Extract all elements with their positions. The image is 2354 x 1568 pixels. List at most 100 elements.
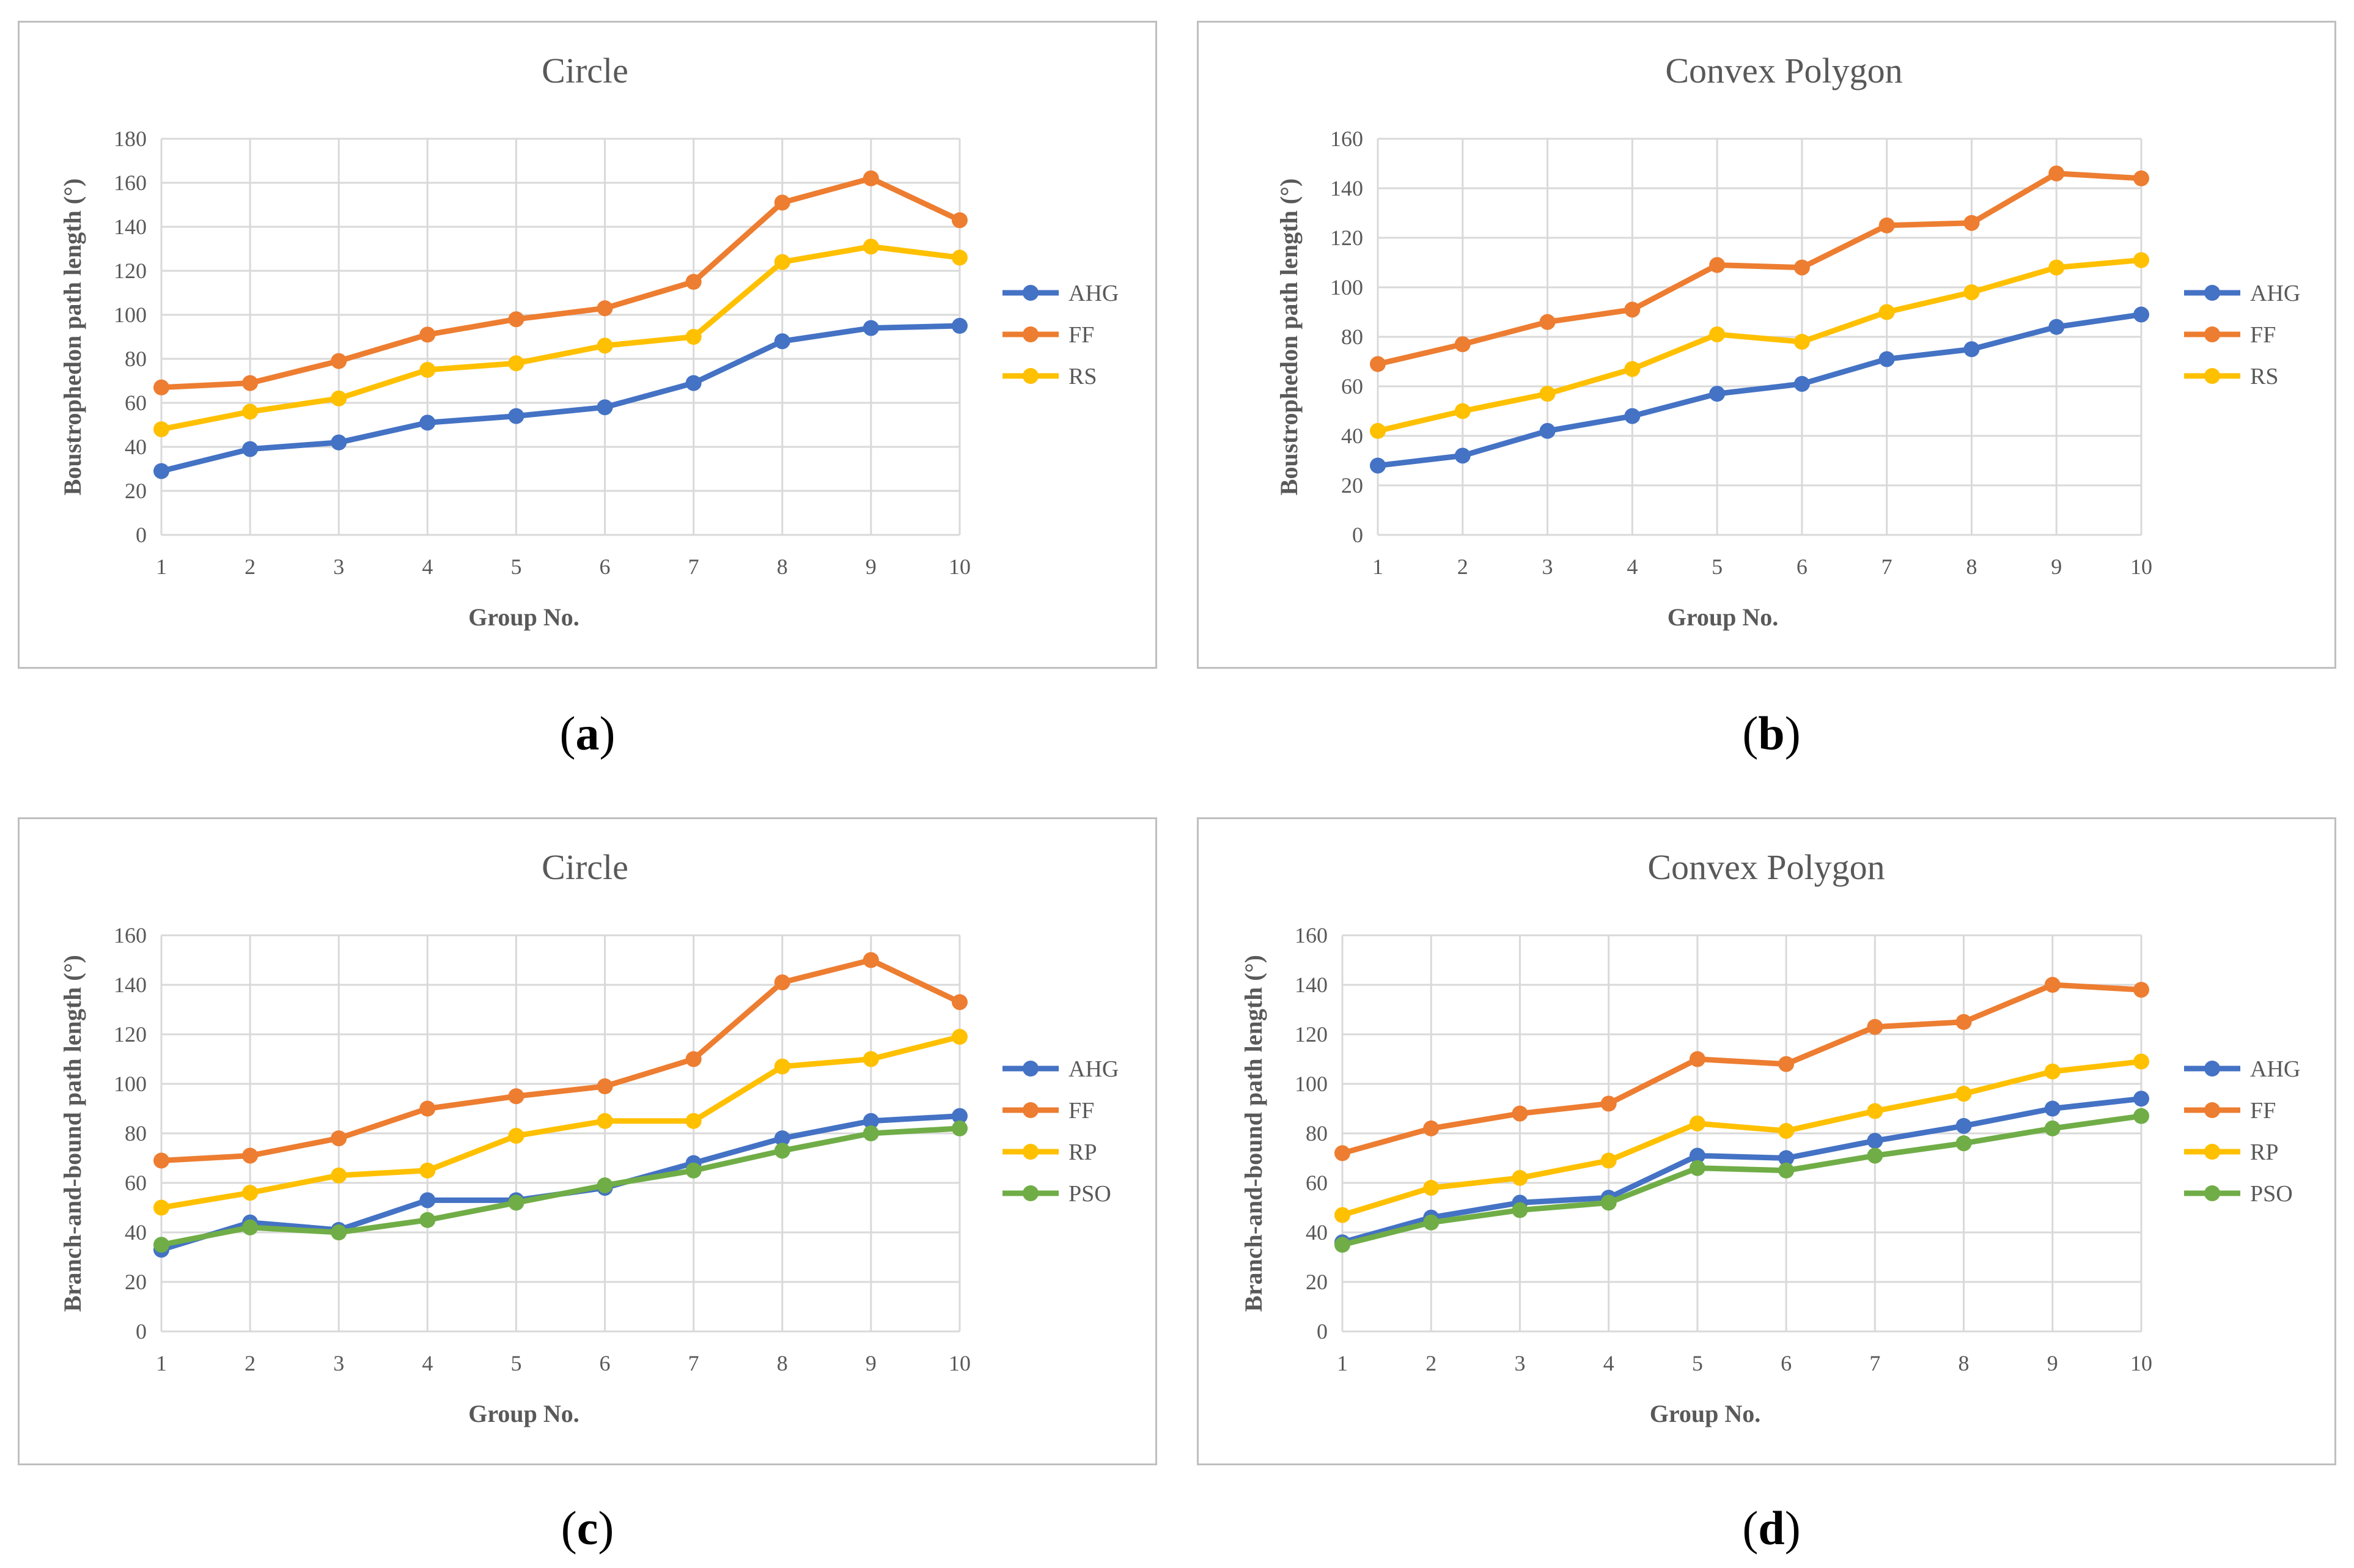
- data-point-pso: [952, 1120, 968, 1136]
- data-point-rp: [774, 1058, 790, 1075]
- data-point-pso: [1512, 1202, 1528, 1218]
- data-point-ahg: [1955, 1117, 1972, 1134]
- x-tick-label: 6: [600, 1351, 611, 1375]
- data-point-ahg: [1454, 447, 1471, 464]
- chart-title: Convex Polygon: [1647, 847, 1885, 887]
- legend-label: AHG: [1068, 1056, 1119, 1082]
- legend-marker: [2204, 1185, 2220, 1201]
- x-axis-label: Group No.: [1668, 603, 1779, 631]
- series-line-ff: [161, 175, 961, 391]
- y-tick-label: 20: [125, 1270, 147, 1294]
- x-axis-label: Group No.: [468, 1400, 579, 1427]
- data-point-pso: [508, 1194, 524, 1211]
- legend-marker: [2204, 1102, 2220, 1118]
- data-point-rs: [1963, 284, 1980, 301]
- data-point-pso: [1423, 1214, 1440, 1231]
- x-tick-label: 8: [1966, 554, 1977, 579]
- data-point-pso: [1600, 1194, 1617, 1211]
- data-point-ff: [685, 274, 702, 290]
- y-tick-label: 0: [1317, 1319, 1328, 1344]
- data-point-ahg: [774, 333, 790, 350]
- x-tick-label: 3: [333, 1351, 344, 1375]
- y-tick-label: 160: [114, 171, 147, 195]
- series-line-rs: [1377, 257, 2142, 434]
- data-point-ff: [508, 311, 524, 328]
- x-tick-label: 7: [688, 1351, 699, 1375]
- data-point-pso: [242, 1219, 259, 1235]
- data-point-rp: [1689, 1115, 1705, 1132]
- legend-marker: [2204, 326, 2220, 342]
- data-point-rs: [153, 421, 169, 438]
- data-point-ff: [331, 1130, 347, 1147]
- data-point-ff: [331, 353, 347, 369]
- data-point-ff: [952, 994, 968, 1010]
- data-point-ff: [1793, 259, 1810, 276]
- data-point-rs: [242, 403, 259, 420]
- y-tick-label: 100: [1295, 1072, 1328, 1096]
- legend-marker: [1023, 1102, 1039, 1118]
- data-point-ahg: [952, 318, 968, 334]
- x-axis-label: Group No.: [468, 603, 579, 631]
- y-tick-label: 20: [1306, 1270, 1328, 1294]
- y-tick-label: 0: [136, 523, 147, 547]
- x-tick-label: 9: [2047, 1351, 2058, 1375]
- y-axis-label: Branch-and-bound path length (°): [59, 955, 86, 1312]
- y-tick-label: 20: [1341, 473, 1363, 498]
- data-point-ff: [1689, 1051, 1705, 1067]
- data-point-ff: [863, 952, 879, 968]
- legend-label: FF: [2250, 322, 2276, 348]
- x-tick-label: 6: [1781, 1351, 1792, 1375]
- data-point-ahg: [1624, 408, 1641, 424]
- data-point-rp: [1867, 1103, 1883, 1119]
- data-point-rp: [1512, 1169, 1528, 1186]
- caption-c-letter: c: [576, 1501, 598, 1555]
- x-tick-label: 3: [1514, 1351, 1525, 1375]
- chart-panel-a: Circle 0 20 40 60 80 100 120 140 160 180 1 2 3 4 5 6 7 8 9 1…: [18, 21, 1157, 669]
- y-tick-label: 0: [1352, 523, 1363, 547]
- data-point-ff: [1454, 336, 1471, 353]
- legend-label: FF: [1068, 1098, 1094, 1124]
- line-chart-c: Circle 0 20 40 60 80 100 120 140 160 1 2 3 4 5 6 7 8 9 10 Gr…: [59, 847, 1119, 1427]
- data-point-ff: [153, 379, 169, 396]
- data-point-ff: [1624, 301, 1641, 318]
- data-point-ff: [242, 375, 259, 391]
- data-point-pso: [2044, 1120, 2061, 1136]
- data-point-rs: [1878, 304, 1895, 320]
- caption-c-open: (: [561, 1501, 577, 1555]
- data-point-ahg: [419, 414, 436, 431]
- x-tick-label: 7: [1881, 554, 1892, 579]
- y-tick-label: 80: [1341, 325, 1363, 349]
- data-point-pso: [1955, 1135, 1972, 1152]
- data-point-ahg: [952, 1108, 968, 1124]
- x-tick-label: 6: [600, 554, 611, 579]
- data-point-ahg: [1689, 1147, 1705, 1164]
- line-chart-a: Circle 0 20 40 60 80 100 120 140 160 180 1 2 3 4 5 6 7 8 9 1…: [59, 51, 1119, 631]
- x-tick-label: 4: [422, 1351, 433, 1375]
- data-point-ff: [1600, 1095, 1617, 1112]
- series-line-ff: [1341, 982, 2142, 1156]
- data-point-pso: [1689, 1160, 1705, 1176]
- data-point-ahg: [331, 434, 347, 451]
- y-tick-label: 100: [114, 1072, 147, 1096]
- x-axis-label: Group No.: [1650, 1400, 1761, 1427]
- data-point-rp: [508, 1128, 524, 1144]
- data-point-ff: [774, 974, 790, 990]
- data-point-rp: [597, 1113, 613, 1129]
- data-point-rs: [419, 362, 436, 378]
- data-point-rp: [2133, 1053, 2149, 1070]
- data-point-pso: [153, 1237, 169, 1253]
- legend-marker: [2204, 1144, 2220, 1160]
- data-point-ff: [2044, 977, 2061, 993]
- data-point-rp: [685, 1113, 702, 1129]
- chart-title: Circle: [542, 51, 628, 90]
- caption-b: (b): [1649, 706, 1894, 761]
- data-point-ff: [2133, 982, 2149, 998]
- y-tick-label: 180: [114, 127, 147, 151]
- data-point-pso: [1778, 1162, 1795, 1179]
- x-tick-label: 8: [777, 554, 788, 579]
- series-line-rp: [161, 1034, 961, 1210]
- data-point-ff: [1423, 1120, 1440, 1136]
- series-line-ahg: [160, 323, 960, 474]
- y-tick-label: 160: [1295, 923, 1328, 948]
- x-tick-label: 7: [688, 554, 699, 579]
